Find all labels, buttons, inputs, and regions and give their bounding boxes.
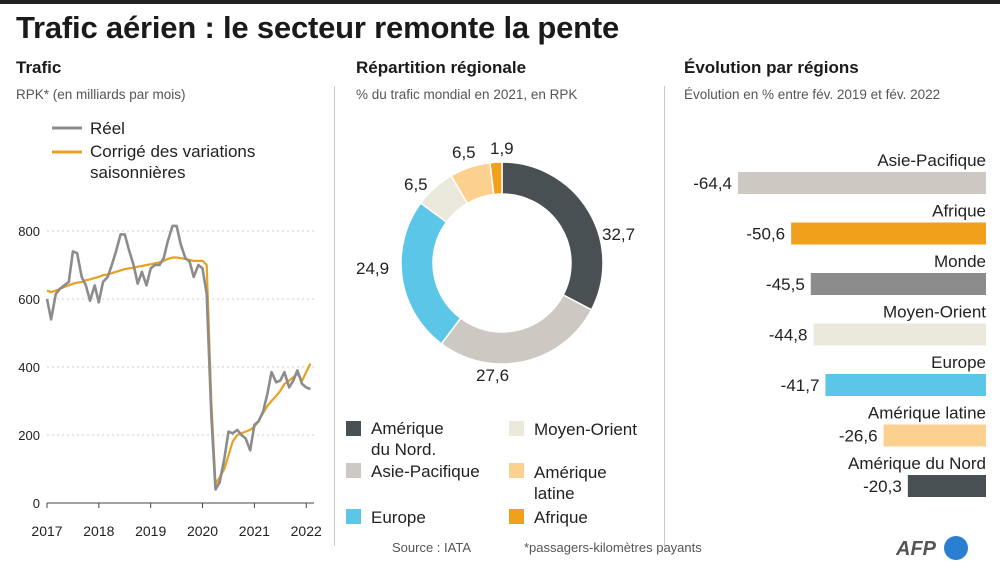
donut-label-3: 6,5	[404, 175, 428, 194]
bars-panel-title: Évolution par régions	[684, 58, 859, 77]
legend-swatch-0	[346, 421, 361, 436]
donut-label-4: 6,5	[452, 143, 476, 162]
bar-value-label-3: -44,8	[769, 326, 808, 345]
y-tick-label-200: 200	[18, 428, 40, 443]
bar-1	[791, 222, 986, 245]
bar-value-label-2: -45,5	[766, 275, 805, 294]
legend-label-5: Afrique	[534, 508, 588, 527]
legend-swatch-2	[346, 509, 361, 524]
trend-panel-title: Trafic	[16, 58, 62, 77]
donut-label-5: 1,9	[490, 139, 514, 158]
series-line-corrige	[46, 256, 312, 486]
legend-label-corrige-line1: Corrigé des variations	[90, 142, 255, 161]
legend-swatch-3	[509, 421, 524, 436]
bars-panel-subtitle: Évolution en % entre fév. 2019 et fév. 2…	[684, 87, 941, 102]
donut-panel-title: Répartition régionale	[356, 58, 527, 77]
y-tick-label-800: 800	[18, 224, 40, 239]
legend-label-1: Asie-Pacifique	[371, 462, 480, 481]
legend-label-4-line1: Amérique	[534, 463, 607, 482]
legend-label-0-line2: du Nord.	[371, 440, 436, 459]
legend-label-3: Moyen-Orient	[534, 420, 637, 439]
bar-5	[883, 424, 986, 447]
bar-category-label-0: Asie-Pacifique	[877, 151, 986, 170]
trend-panel-subtitle: RPK* (en milliards par mois)	[16, 87, 186, 102]
panel-divider-left	[334, 86, 335, 546]
bar-category-label-1: Afrique	[932, 202, 986, 221]
legend-swatch-1	[346, 463, 361, 478]
y-tick-label-600: 600	[18, 292, 40, 307]
legend-swatch-4	[509, 463, 524, 478]
donut-label-1: 27,6	[476, 366, 509, 385]
bar-category-label-6: Amérique du Nord	[848, 454, 986, 473]
afp-logo-dot	[944, 536, 968, 560]
x-tick-label-2019: 2019	[135, 523, 166, 539]
source-note: Source : IATA	[392, 540, 471, 555]
rpk-footnote: *passagers-kilomètres payants	[524, 540, 702, 555]
legend-label-2: Europe	[371, 508, 426, 527]
donut-slice-5	[489, 161, 503, 196]
bar-value-label-0: -64,4	[693, 174, 732, 193]
bar-category-label-3: Moyen-Orient	[883, 303, 986, 322]
x-tick-label-2021: 2021	[239, 523, 270, 539]
x-tick-label-2018: 2018	[83, 523, 114, 539]
bar-6	[907, 475, 986, 497]
bar-value-label-1: -50,6	[746, 225, 785, 244]
afp-logo: AFP	[896, 536, 968, 560]
bar-category-label-2: Monde	[934, 252, 986, 271]
trend-line-chart: 0 200 400 600 800 2017 2018 2019 2020 2021 2022 Rée…	[18, 119, 322, 539]
donut-panel-subtitle: % du trafic mondial en 2021, en RPK	[356, 87, 578, 102]
bar-value-label-6: -20,3	[863, 477, 902, 496]
bar-2	[810, 273, 986, 295]
page-title: Trafic aérien : le secteur remonte la pe…	[16, 10, 620, 45]
afp-logo-text: AFP	[896, 538, 937, 560]
x-tick-label-2020: 2020	[187, 523, 218, 539]
x-tick-label-2022: 2022	[291, 523, 322, 539]
bar-value-label-4: -41,7	[781, 376, 820, 395]
bar-4	[825, 374, 986, 396]
panel-divider-right	[664, 86, 665, 546]
legend-label-4-line2: latine	[534, 484, 575, 503]
series-line-reel	[45, 224, 311, 491]
bar-value-label-5: -26,6	[839, 427, 878, 446]
donut-label-2: 24,9	[356, 259, 389, 278]
bar-0	[738, 172, 986, 194]
legend-label-reel: Réel	[90, 119, 125, 138]
legend-label-corrige-line2: saisonnières	[90, 163, 185, 182]
x-tick-label-2017: 2017	[31, 523, 62, 539]
legend-label-0-line1: Amérique	[371, 419, 444, 438]
top-rule	[0, 0, 1000, 4]
y-tick-label-400: 400	[18, 360, 40, 375]
bar-category-label-4: Europe	[931, 353, 986, 372]
bar-category-label-5: Amérique latine	[868, 404, 986, 423]
bar-3	[813, 323, 986, 346]
donut-label-0: 32,7	[602, 225, 635, 244]
legend-swatch-5	[509, 509, 524, 524]
y-tick-label-0: 0	[33, 496, 40, 511]
